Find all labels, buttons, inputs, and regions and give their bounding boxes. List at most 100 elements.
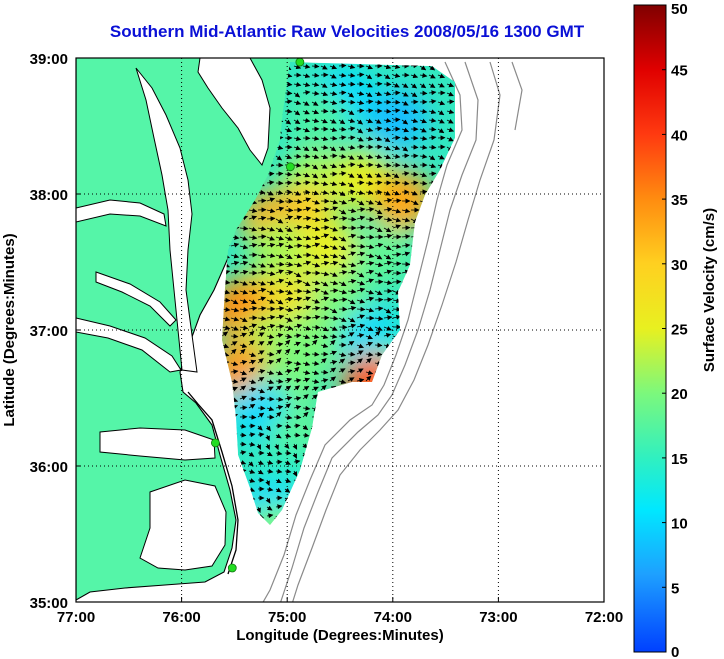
velocity-zone <box>288 89 349 150</box>
velocity-arrow <box>284 377 293 383</box>
velocity-arrow <box>257 376 265 382</box>
york-river <box>95 271 177 327</box>
velocity-arrow <box>329 226 338 232</box>
velocity-arrow <box>347 332 355 337</box>
velocity-arrow <box>293 172 302 177</box>
velocity-arrow <box>284 99 293 105</box>
velocity-arrow <box>329 100 338 106</box>
velocity-arrow <box>356 163 365 168</box>
velocity-arrow <box>383 269 393 275</box>
velocity-arrow <box>320 296 330 302</box>
velocity-arrow <box>302 90 311 96</box>
velocity-arrow <box>293 414 302 420</box>
velocity-arrow <box>311 82 320 87</box>
velocity-arrow <box>374 351 383 357</box>
velocity-arrow <box>320 343 329 349</box>
velocity-arrow <box>329 215 339 221</box>
velocity-arrow <box>275 261 285 267</box>
velocity-arrow <box>248 226 258 232</box>
velocity-arrow <box>275 253 285 259</box>
velocity-arrow <box>383 332 392 338</box>
velocity-arrow <box>374 330 381 337</box>
velocity-arrow <box>266 486 274 492</box>
velocity-arrow <box>419 180 428 186</box>
velocity-arrow <box>401 243 411 249</box>
velocity-arrow <box>338 209 347 215</box>
velocity-arrow <box>410 118 419 124</box>
velocity-arrow <box>329 288 339 294</box>
velocity-arrow <box>419 172 428 178</box>
velocity-arrow <box>401 153 410 159</box>
colorbar-tick-label: 5 <box>671 580 679 597</box>
x-axis-ticks: 77:00 76:00 75:00 74:00 73:00 72:00 <box>57 597 623 626</box>
x-tick-label: 72:00 <box>585 609 623 626</box>
velocity-arrow <box>266 216 276 222</box>
velocity-arrow <box>266 271 276 277</box>
velocity-arrow <box>374 215 384 221</box>
velocity-arrow <box>266 370 275 376</box>
velocity-arrow <box>257 306 267 312</box>
velocity-arrow <box>338 236 347 242</box>
velocity-arrow <box>275 198 285 204</box>
velocity-arrow <box>392 252 402 258</box>
velocity-arrow <box>347 173 355 178</box>
velocity-arrow <box>248 242 258 248</box>
velocity-arrow <box>428 126 437 132</box>
velocity-arrow <box>248 263 257 268</box>
velocity-arrow <box>374 119 382 124</box>
velocity-arrow <box>266 468 274 474</box>
velocity-arrow <box>392 224 401 230</box>
velocity-arrow <box>293 323 303 329</box>
velocity-arrow <box>266 359 275 365</box>
velocity-arrow <box>374 200 383 206</box>
velocity-arrow <box>338 82 347 87</box>
velocity-arrow <box>428 117 437 123</box>
velocity-arrow <box>311 298 320 304</box>
velocity-arrow <box>266 460 274 465</box>
velocity-arrow <box>347 197 357 203</box>
velocity-arrow <box>365 225 375 231</box>
velocity-arrow <box>356 72 365 78</box>
velocity-arrow <box>239 385 247 391</box>
velocity-arrow <box>374 297 384 303</box>
velocity-arrow <box>293 341 301 347</box>
velocity-arrow <box>302 334 311 340</box>
velocity-arrow <box>329 135 338 141</box>
velocity-arrow <box>338 145 346 151</box>
velocity-arrow <box>383 308 392 314</box>
velocity-arrow <box>248 306 258 311</box>
velocity-arrow <box>320 358 327 364</box>
velocity-arrow <box>347 269 357 275</box>
velocity-arrow <box>392 243 402 249</box>
velocity-arrow <box>248 340 255 346</box>
velocity-arrow <box>266 315 276 320</box>
velocity-arrow <box>347 99 356 105</box>
velocity-arrow <box>257 262 266 268</box>
velocity-arrow <box>275 190 284 195</box>
velocity-arrow <box>230 242 240 248</box>
velocity-arrow <box>374 99 383 105</box>
velocity-arrow <box>320 164 328 169</box>
velocity-arrow <box>428 135 437 141</box>
velocity-arrow <box>356 100 365 106</box>
velocity-arrow <box>374 306 384 312</box>
velocity-arrow <box>437 154 445 160</box>
velocity-arrow <box>284 215 294 221</box>
velocity-arrow <box>275 206 285 212</box>
velocity-arrow <box>248 289 258 295</box>
velocity-arrow <box>230 378 239 384</box>
velocity-arrow <box>284 261 294 267</box>
velocity-arrow <box>275 227 284 233</box>
velocity-arrow <box>446 136 454 142</box>
velocity-arrow <box>356 119 364 125</box>
colorbar-tick-label: 45 <box>671 63 688 80</box>
velocity-arrow <box>329 190 338 195</box>
velocity-arrow <box>311 305 321 311</box>
velocity-arrow <box>302 289 312 295</box>
velocity-arrow <box>356 243 366 249</box>
velocity-arrow <box>356 350 364 356</box>
velocity-arrow <box>365 278 375 284</box>
velocity-arrow <box>311 173 319 179</box>
velocity-arrow <box>437 100 446 106</box>
velocity-arrow <box>311 394 318 400</box>
